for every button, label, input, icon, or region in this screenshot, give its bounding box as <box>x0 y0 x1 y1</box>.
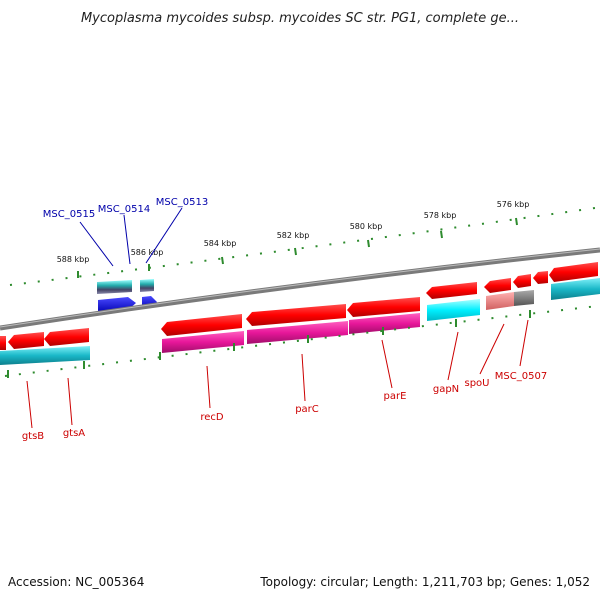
cds-pink-parc <box>247 321 348 344</box>
gene-label-gapn: gapN <box>433 384 459 395</box>
bottom-gene-labels <box>26 319 529 429</box>
tick-label-578: 578 kbp <box>424 211 457 220</box>
tick-label-576: 576 kbp <box>497 200 530 209</box>
gene-arrow-rev-3 <box>44 328 89 346</box>
gene-arrow-rev-2 <box>8 332 44 349</box>
gene-label-msc0513: MSC_0513 <box>156 197 208 208</box>
tick-labels: 576 kbp 578 kbp 580 kbp 582 kbp 584 kbp … <box>57 200 530 264</box>
gene-arrow-fwd-1 <box>549 262 598 282</box>
genome-backbone-highlight <box>0 248 600 328</box>
cds-cyan-fwd-1 <box>551 278 600 300</box>
forward-strand-genes <box>426 262 600 310</box>
gene-label-gtsb: gtsB <box>22 431 44 442</box>
gene-arrow-fwd-3 <box>513 274 531 288</box>
inner-major-ticks <box>7 310 531 378</box>
footer-accession: Accession: NC_005364 <box>8 575 144 589</box>
tick-label-588: 588 kbp <box>57 255 90 264</box>
tick-label-582: 582 kbp <box>277 231 310 240</box>
gene-label-msc0507: MSC_0507 <box>495 371 547 382</box>
genome-backbone <box>0 247 600 331</box>
gene-arrow-fwd-5 <box>426 282 477 299</box>
gene-label-parc: parC <box>295 404 319 415</box>
gene-label-recd: recD <box>200 412 224 423</box>
top-gene-labels: MSC_0515 MSC_0514 MSC_0513 <box>43 197 208 267</box>
gene-arrow-fwd-2 <box>533 271 548 284</box>
tick-label-580: 580 kbp <box>350 222 383 231</box>
cds-cyan-rev-1 <box>0 346 90 365</box>
gene-label-gtsa: gtsA <box>63 428 85 439</box>
gene-arrow-pare <box>347 297 420 317</box>
gene-arrow-parc <box>246 304 346 326</box>
tick-label-584: 584 kbp <box>204 239 237 248</box>
cds-salmon-1 <box>486 292 514 310</box>
top-small-features <box>97 279 157 313</box>
gene-arrow-fwd-4 <box>484 278 511 293</box>
gene-arrow-rev-1 <box>0 336 6 350</box>
cds-grey-1 <box>514 290 534 306</box>
cds-pink-pare <box>349 313 420 334</box>
gene-arrow-recd <box>161 314 242 336</box>
gene-label-pare: parE <box>384 391 407 402</box>
cds-pink-recd <box>162 331 244 353</box>
gene-label-msc0515: MSC_0515 <box>43 209 95 220</box>
gene-label-spou: spoU <box>465 378 490 389</box>
tick-label-586: 586 kbp <box>131 248 164 257</box>
cds-cyan-gapn <box>427 299 480 321</box>
gene-label-msc0514: MSC_0514 <box>98 204 150 215</box>
outer-tick-track <box>9 207 596 286</box>
feature-msc0515-band <box>97 280 132 294</box>
footer-stats: Topology: circular; Length: 1,211,703 bp… <box>259 575 590 589</box>
reverse-strand-genes <box>0 297 480 365</box>
outer-major-ticks <box>77 217 518 278</box>
map-title: Mycoplasma mycoides subsp. mycoides SC s… <box>81 11 519 26</box>
feature-msc0513-band <box>140 279 154 292</box>
bottom-gene-label-text: gtsB gtsA recD parC parE gapN spoU MSC_0… <box>22 371 547 442</box>
